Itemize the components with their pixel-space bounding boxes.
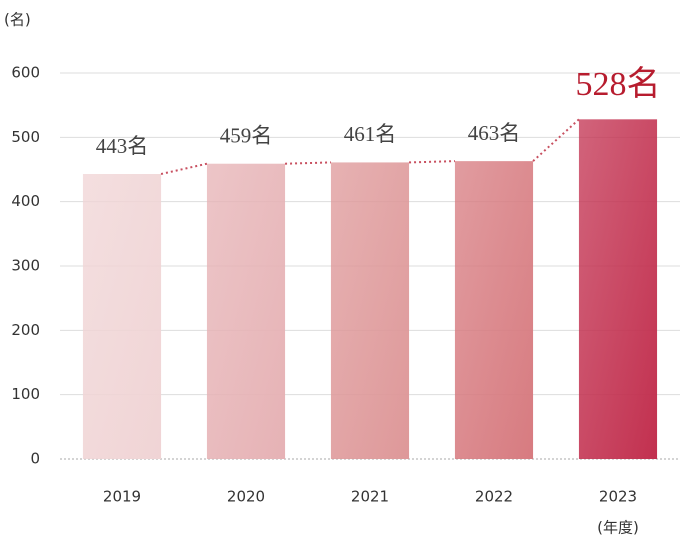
value-label: 463名 — [468, 121, 521, 145]
value-label: 459名 — [220, 124, 273, 148]
bar — [578, 119, 658, 459]
x-tick-label: 2021 — [351, 488, 389, 506]
bar — [454, 161, 534, 460]
y-tick-label: 500 — [11, 128, 40, 146]
x-axis-label: (年度) — [597, 519, 639, 537]
bar — [206, 163, 286, 459]
y-tick-label: 0 — [30, 450, 40, 468]
connector — [160, 162, 208, 175]
y-axis-label: (名) — [4, 11, 31, 29]
y-tick-label: 200 — [11, 321, 40, 339]
y-tick-label: 600 — [11, 64, 40, 82]
value-label: 528名 — [576, 65, 661, 103]
y-tick-label: 400 — [11, 192, 40, 210]
x-tick-label: 2019 — [103, 488, 141, 506]
connector — [409, 160, 455, 164]
x-tick-label: 2023 — [599, 488, 637, 506]
bar — [330, 162, 410, 459]
connector — [285, 161, 331, 165]
connector — [532, 118, 580, 162]
value-label: 443名 — [96, 134, 149, 158]
x-tick-label: 2020 — [227, 488, 265, 506]
x-tick-label: 2022 — [475, 488, 513, 506]
y-tick-label: 100 — [11, 385, 40, 403]
bar — [82, 174, 162, 459]
value-label: 461名 — [344, 122, 397, 146]
y-tick-label: 300 — [11, 257, 40, 275]
